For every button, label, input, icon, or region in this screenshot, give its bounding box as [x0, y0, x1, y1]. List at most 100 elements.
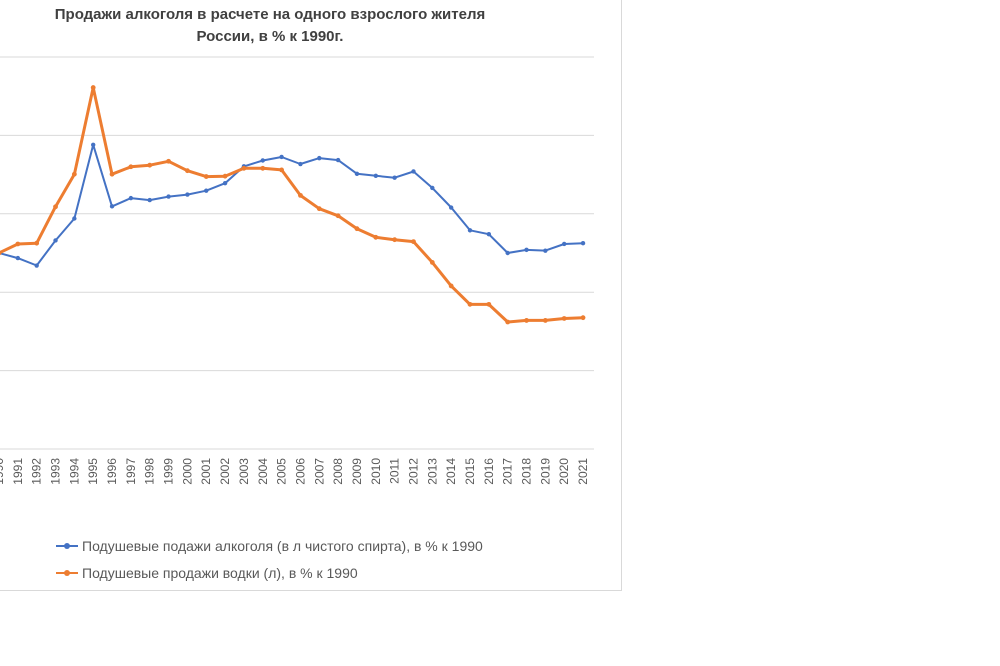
x-tick-label: 2000	[180, 458, 194, 485]
x-tick-label: 2019	[538, 458, 552, 485]
data-point	[53, 238, 58, 243]
data-point	[241, 165, 247, 171]
line-chart-plot: 1990 1991 1992 1993 1994 1995 1996 1997 1998 1999…	[0, 56, 594, 485]
data-point	[72, 216, 77, 221]
x-tick-label: 2007	[312, 458, 326, 485]
data-point	[467, 228, 473, 233]
chart-title: Продажи алкоголя в расчете на одного взр…	[0, 4, 540, 48]
data-point	[448, 205, 454, 210]
data-point	[429, 260, 435, 265]
data-point	[298, 161, 303, 167]
chart-title-line-1: Продажи алкоголя в расчете на одного взр…	[54, 6, 486, 23]
data-point	[166, 158, 171, 164]
x-tick-label: 2006	[293, 458, 307, 485]
data-point	[109, 171, 115, 177]
data-point	[486, 231, 492, 237]
x-tick-label: 2004	[256, 458, 270, 485]
data-point	[15, 255, 21, 261]
data-point	[543, 248, 548, 253]
x-tick-label: 1992	[30, 458, 44, 485]
data-point	[392, 175, 397, 180]
x-tick-label: 2016	[482, 458, 496, 485]
data-point	[279, 167, 284, 173]
data-point	[147, 162, 153, 168]
data-point	[467, 301, 473, 307]
x-tick-label: 2011	[388, 458, 402, 484]
data-point	[486, 301, 492, 307]
x-tick-label: 2010	[369, 458, 383, 485]
data-point	[34, 240, 40, 246]
data-point	[524, 247, 529, 253]
x-tick-label: 2003	[237, 458, 251, 485]
data-point	[71, 171, 77, 177]
data-point	[580, 315, 586, 321]
data-point	[317, 155, 322, 161]
data-point	[128, 195, 134, 201]
data-point	[430, 185, 435, 191]
data-point	[392, 237, 398, 243]
x-tick-label: 2021	[576, 458, 590, 485]
data-point	[90, 85, 96, 90]
series-2	[0, 85, 586, 325]
data-point	[561, 316, 567, 321]
data-point	[0, 250, 2, 256]
data-point	[185, 168, 190, 174]
x-tick-label: 1995	[86, 458, 100, 485]
x-tick-label: 2005	[275, 458, 289, 485]
data-point	[91, 142, 96, 148]
data-point	[562, 241, 567, 247]
data-point	[373, 234, 379, 240]
data-point	[373, 173, 378, 178]
x-tick-label: 1997	[124, 458, 138, 485]
x-tick-label: 2013	[425, 458, 439, 485]
data-point	[260, 165, 266, 171]
data-point	[505, 319, 511, 325]
x-tick-label: 2009	[350, 458, 364, 485]
legend: Подушевые подажи алкоголя (в л чистого с…	[56, 532, 483, 586]
x-tick-label: 2002	[218, 458, 232, 485]
x-tick-label: 1994	[67, 458, 81, 485]
data-point	[128, 164, 134, 170]
series-line-2	[0, 86, 584, 324]
data-point	[411, 169, 416, 174]
data-point	[354, 226, 360, 232]
data-point	[147, 197, 152, 203]
x-tick-label: 2001	[199, 458, 213, 485]
legend-swatch-orange	[56, 566, 78, 580]
data-point	[580, 241, 586, 246]
x-tick-label: 1998	[143, 458, 157, 485]
x-tick-label: 2018	[520, 458, 534, 485]
legend-item-vodka: Подушевые продажи водки (л), в % к 1990	[56, 559, 483, 586]
x-tick-label: 1990	[0, 458, 6, 485]
data-point	[505, 250, 510, 256]
legend-label-alcohol: Подушевые подажи алкоголя (в л чистого с…	[82, 537, 483, 554]
data-point	[260, 158, 265, 163]
series-1	[0, 142, 586, 268]
data-point	[298, 192, 303, 198]
x-axis-tick-labels: 1990 1991 1992 1993 1994 1995 1996 1997 1998 1999…	[0, 458, 590, 485]
x-tick-label: 2017	[501, 458, 515, 485]
data-point	[166, 194, 171, 199]
x-tick-label: 2014	[444, 458, 458, 485]
data-point	[222, 173, 228, 179]
data-point	[542, 318, 548, 323]
legend-swatch-blue	[56, 539, 78, 553]
data-point	[335, 157, 341, 163]
data-point	[524, 318, 529, 323]
data-point	[185, 192, 190, 197]
data-point	[279, 154, 284, 160]
data-point	[354, 171, 360, 177]
data-point	[204, 188, 209, 193]
data-point	[203, 174, 209, 179]
data-point	[34, 263, 39, 268]
chart-frame: Продажи алкоголя в расчете на одного взр…	[0, 0, 622, 591]
x-tick-label: 1999	[162, 458, 176, 485]
legend-item-alcohol: Подушевые подажи алкоголя (в л чистого с…	[56, 532, 483, 559]
legend-label-vodka: Подушевые продажи водки (л), в % к 1990	[82, 564, 358, 581]
x-tick-label: 1996	[105, 458, 119, 485]
chart-title-line-2: России, в % к 1990г.	[196, 28, 344, 45]
data-point	[335, 213, 341, 219]
data-point	[109, 204, 115, 209]
gridlines	[0, 56, 594, 450]
data-point	[53, 204, 58, 210]
